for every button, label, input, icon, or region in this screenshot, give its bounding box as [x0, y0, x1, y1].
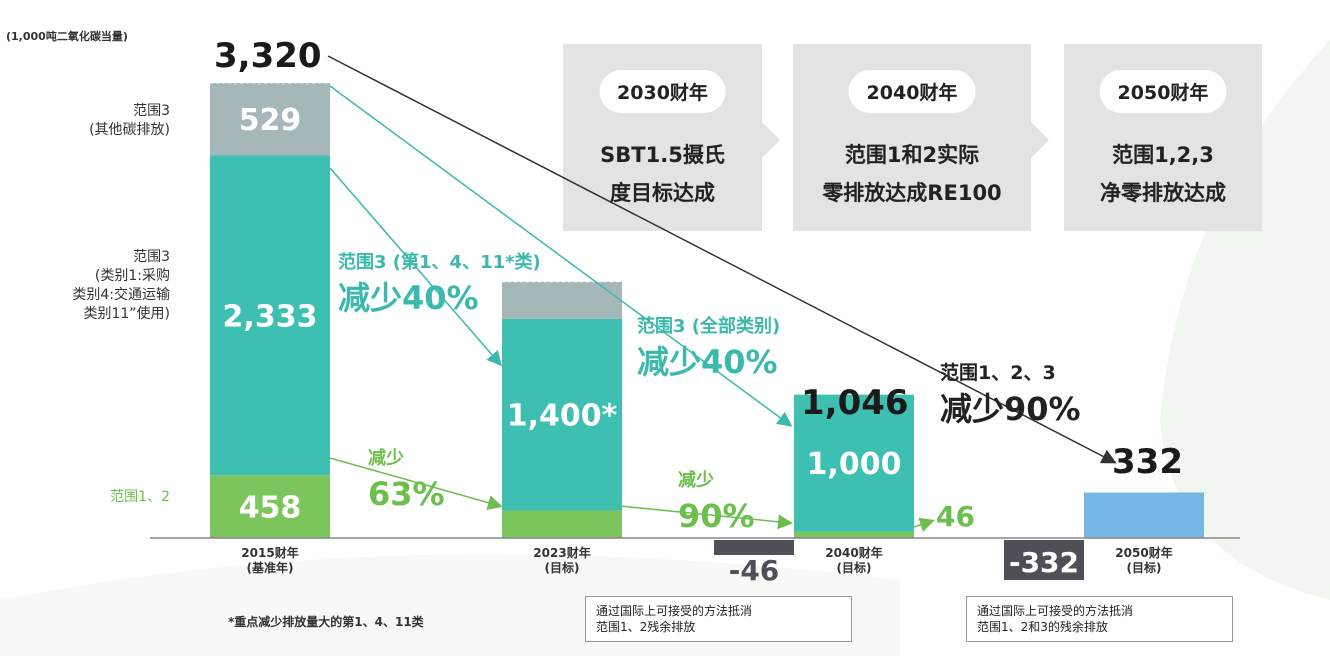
bar-segment-0-1: [210, 155, 330, 476]
bar-segment-1-0: [502, 510, 622, 538]
milestone-text: 范围1和2实际 零排放达成RE100: [822, 143, 1002, 205]
chevron-right-icon: [762, 122, 780, 158]
callout-scope12-2040-label: 减少: [678, 470, 714, 491]
segment-label-2: 529: [239, 103, 302, 138]
trend-line-scope3-all: [329, 85, 793, 427]
chevron-right-icon: [1031, 122, 1049, 158]
segment-label-1: 2,333: [223, 299, 318, 334]
milestone-2050: 2050财年 范围1,2,3 净零排放达成: [1064, 44, 1262, 231]
trend-line-scope3-cat: [329, 167, 502, 367]
x-tick-label-2040: 2040财年 (目标): [825, 546, 883, 575]
trend-line-scope12: [329, 457, 503, 510]
bar-segment-2-1: [794, 394, 914, 532]
bar-segment-0-0: [210, 475, 330, 538]
milestone-year: 2030财年: [599, 70, 726, 113]
offset-bar-1: [1004, 540, 1084, 580]
bar-segment-2-0: [794, 531, 914, 538]
side-label-scope3-categories: 范围3 (类别1:采购 类别4:交通运输 类别11”使用): [72, 249, 170, 322]
segment-label-3: 1,400*: [507, 399, 618, 434]
x-tick-label-2023: 2023财年 (目标): [533, 546, 591, 575]
total-2050: 332: [1112, 442, 1183, 482]
callout-scope3-all-label: 范围3 (全部类别): [637, 316, 781, 337]
segment-label-4: 1,000: [807, 447, 902, 482]
callout-scope12-label: 减少: [368, 448, 404, 469]
outside-label-46: 46: [936, 500, 975, 533]
note-offset-2050: 通过国际上可接受的方法抵消 范围1、2和3的残余排放: [966, 596, 1233, 642]
offset-label-0: -46: [729, 554, 780, 587]
x-tick-label-2015: 2015财年 (基准年): [241, 546, 299, 575]
bar-segment-1-1: [502, 318, 622, 511]
offset-bar-0: [714, 540, 794, 555]
bar-segment-3-3: [1084, 492, 1204, 538]
side-label-scope3-other: 范围3 (其他碳排放): [89, 103, 170, 138]
bar-segment-0-2: [210, 83, 330, 156]
callout-scope3-all-value: 减少40%: [637, 343, 778, 381]
callout-all-label: 范围1、2、3: [940, 362, 1056, 384]
footnote: *重点减少排放量大的第1、4、11类: [228, 615, 424, 629]
side-label-scope12: 范围1、2: [110, 489, 170, 505]
note-offset-2040: 通过国际上可接受的方法抵消 范围1、2残余排放: [585, 596, 852, 642]
milestone-2040: 2040财年 范围1和2实际 零排放达成RE100: [793, 44, 1031, 231]
arrow-46: [913, 517, 935, 532]
bar-segment-1-2: [502, 281, 622, 319]
callout-scope12-value: 63%: [368, 475, 445, 513]
callout-all-value: 减少90%: [940, 390, 1081, 428]
offset-label-1: -332: [1009, 546, 1079, 579]
trend-line-scope12-2040: [619, 505, 793, 530]
callout-scope12-2040-value: 90%: [678, 497, 755, 535]
segment-label-0: 458: [239, 491, 302, 526]
total-2040: 1,046: [801, 383, 909, 423]
milestone-year: 2040财年: [848, 70, 976, 113]
milestone-2030: 2030财年 SBT1.5摄氏 度目标达成: [563, 44, 762, 231]
callout-scope3-cat-label: 范围3 (第1、4、11*类): [338, 252, 541, 273]
unit-label: (1,000吨二氧化碳当量): [6, 30, 128, 43]
callout-scope3-cat-value: 减少40%: [338, 279, 479, 317]
x-tick-label-2050: 2050财年 (目标): [1115, 546, 1173, 575]
milestone-text: 范围1,2,3 净零排放达成: [1100, 143, 1226, 205]
milestone-year: 2050财年: [1099, 70, 1227, 113]
total-2015: 3,320: [214, 36, 322, 76]
milestone-text: SBT1.5摄氏 度目标达成: [600, 143, 725, 205]
trend-line-total: [327, 55, 1117, 464]
